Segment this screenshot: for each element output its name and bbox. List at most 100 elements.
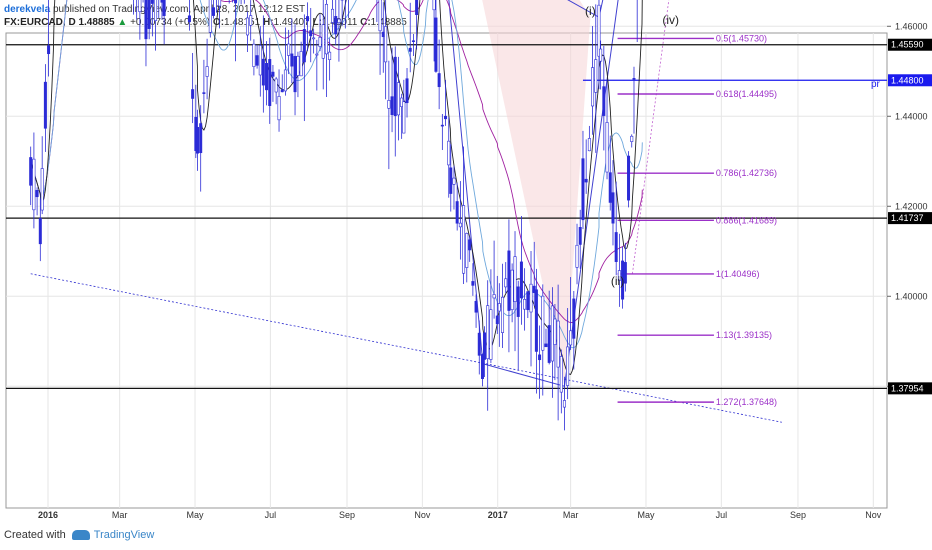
wave-annotation: pr [871, 79, 881, 90]
candle-body [390, 96, 394, 116]
candle-body [144, 0, 148, 40]
candle-body [578, 227, 582, 245]
footer: Created with TradingView [4, 529, 154, 541]
candle-body [623, 262, 627, 284]
candle-body [246, 17, 250, 36]
harmonic-pattern-outline [448, 0, 619, 387]
candle-body [387, 100, 391, 109]
x-tick-label: Sep [790, 510, 806, 520]
fib-level-label: 1.272(1.37648) [716, 397, 777, 407]
candle-body [482, 332, 486, 360]
x-tick-label: Sep [339, 510, 355, 520]
candle-body [562, 400, 566, 408]
candle-body [312, 37, 316, 40]
candle-body [191, 89, 195, 99]
candle-body [477, 332, 481, 356]
candle-body [559, 356, 563, 393]
candle-body [234, 0, 238, 4]
candle-body [43, 81, 47, 129]
candle-body [523, 299, 527, 310]
candle-body [541, 295, 545, 351]
candle-body [378, 0, 382, 32]
fib-level-label: 1.13(1.39135) [716, 330, 772, 340]
axis-price-label-bg [888, 212, 932, 225]
candle-body [261, 58, 265, 86]
candle-body [277, 96, 281, 121]
candle-body [432, 0, 436, 11]
candle-body [271, 71, 275, 77]
candle-body [334, 16, 338, 35]
wave-annotation: (i) [585, 4, 596, 18]
candle-body [597, 4, 601, 57]
candle-body [510, 269, 514, 310]
candle-body [324, 3, 328, 55]
candle-body [402, 101, 406, 134]
x-tick-label: Mar [112, 510, 128, 520]
fib-level-label: 1(1.40496) [716, 269, 760, 279]
axis-price-label: 1.45590 [891, 40, 924, 50]
candle-body [405, 78, 409, 104]
candle-body [331, 8, 335, 23]
candle-body [408, 47, 412, 52]
candle-body [495, 315, 499, 325]
candle-body [569, 330, 573, 346]
tradingview-brand[interactable]: TradingView [71, 529, 154, 541]
candle-body [468, 239, 472, 251]
author-name[interactable]: derekvela [4, 4, 51, 15]
candle-body [40, 168, 44, 211]
candle-body [614, 232, 618, 262]
candle-body [587, 138, 591, 152]
candle-body [258, 45, 262, 76]
candle-body [550, 305, 554, 362]
plot-area [5, 32, 888, 509]
fib-level-label: 0.618(1.44495) [716, 89, 777, 99]
candle-body [547, 325, 551, 363]
candle-body [38, 217, 42, 245]
candle-body [504, 278, 508, 288]
axis-price-label-bg [888, 38, 932, 51]
wave-annotation: (iv) [662, 13, 679, 27]
candle-body [452, 177, 456, 185]
y-tick-label: 1.40000 [895, 291, 928, 301]
candle-body [415, 0, 419, 15]
candle-body [211, 7, 215, 16]
candle-body [162, 0, 166, 16]
candle-body [608, 172, 612, 203]
candles-group [29, 0, 638, 431]
candle-body [455, 201, 459, 224]
candle-body [584, 178, 588, 183]
open-value: 1.48151 [224, 17, 261, 28]
candle-body [621, 260, 625, 300]
candle-body [538, 354, 542, 361]
candle-body [534, 289, 538, 352]
candle-body [202, 92, 206, 94]
candle-body [447, 140, 451, 166]
candle-body [29, 157, 33, 186]
created-with-text: Created with [4, 529, 66, 541]
y-tick-label: 1.44000 [895, 111, 928, 121]
axis-price-label: 1.37954 [891, 383, 924, 393]
candle-body [519, 261, 523, 299]
candle-body [218, 0, 222, 7]
high-label: H: [262, 17, 274, 28]
candle-body [280, 89, 284, 93]
candle-body [440, 124, 444, 127]
candle-body [497, 303, 501, 312]
candle-body [611, 192, 615, 224]
x-tick-label: 2016 [38, 510, 58, 520]
candle-body [328, 51, 332, 60]
candle-body [553, 318, 557, 345]
candle-body [572, 298, 576, 339]
candle-body [492, 294, 496, 299]
candle-body [199, 123, 203, 154]
candle-body [249, 15, 253, 26]
candle-body [315, 53, 319, 56]
last-price: 1.48885 [78, 17, 115, 28]
publisher-line: derekvela published on TradingView.com, … [4, 3, 407, 16]
axis-price-label-bg [888, 74, 932, 87]
candle-body [526, 291, 530, 311]
candle-body [195, 127, 199, 154]
candle-body [486, 305, 490, 360]
candle-body [268, 59, 272, 106]
